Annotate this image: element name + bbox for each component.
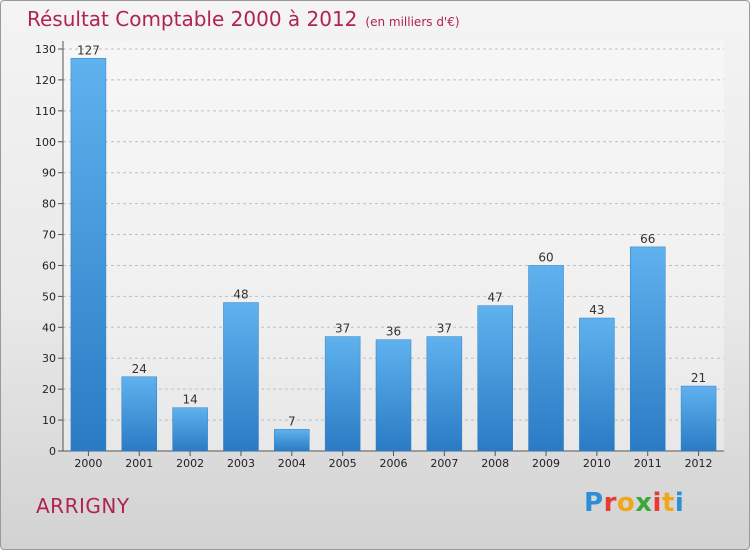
value-label-2003: 48 <box>233 288 248 302</box>
y-tick-label-20: 20 <box>42 383 56 396</box>
bar-2002 <box>172 407 208 452</box>
value-label-2006: 36 <box>386 325 401 339</box>
value-label-2005: 37 <box>335 322 350 336</box>
chart-subtitle: (en milliers d'€) <box>365 15 460 29</box>
value-label-2012: 21 <box>691 371 706 385</box>
x-tick-label-2012: 2012 <box>685 457 713 470</box>
value-label-2000: 127 <box>77 43 100 57</box>
y-tick-label-30: 30 <box>42 352 56 365</box>
logo-letter: i <box>652 488 662 518</box>
value-label-2009: 60 <box>538 250 553 264</box>
bar-2001 <box>121 376 158 452</box>
y-tick-label-40: 40 <box>42 321 56 334</box>
y-tick-label-110: 110 <box>35 105 56 118</box>
value-label-2001: 24 <box>132 362 147 376</box>
bar-2011 <box>629 246 666 452</box>
logo-letter: t <box>661 488 675 518</box>
y-tick-label-0: 0 <box>49 445 56 458</box>
proxiti-logo: Proxiti <box>584 488 684 518</box>
y-tick-label-10: 10 <box>42 414 56 427</box>
y-tick-label-90: 90 <box>42 167 56 180</box>
x-tick-label-2006: 2006 <box>380 457 408 470</box>
x-tick-label-2005: 2005 <box>329 457 357 470</box>
y-tick-label-70: 70 <box>42 229 56 242</box>
y-tick-label-80: 80 <box>42 198 56 211</box>
bar-2004 <box>274 429 310 452</box>
value-label-2007: 37 <box>437 322 452 336</box>
bar-2003 <box>223 302 259 452</box>
town-name: ARRIGNY <box>36 494 130 518</box>
x-tick-label-2004: 2004 <box>278 457 306 470</box>
x-tick-label-2010: 2010 <box>583 457 611 470</box>
bar-2010 <box>579 317 615 452</box>
bar-2012 <box>680 385 717 452</box>
logo-letter: P <box>584 488 604 518</box>
chart-title: Résultat Comptable 2000 à 2012 (en millie… <box>27 7 460 31</box>
x-tick-label-2001: 2001 <box>125 457 153 470</box>
value-label-2002: 14 <box>182 393 197 407</box>
y-tick-label-130: 130 <box>35 43 56 56</box>
value-label-2004: 7 <box>288 414 296 428</box>
bar-2007 <box>426 336 463 452</box>
value-label-2008: 47 <box>488 291 503 305</box>
x-tick-label-2002: 2002 <box>176 457 204 470</box>
x-tick-label-2003: 2003 <box>227 457 255 470</box>
logo-letter: x <box>635 488 653 518</box>
x-tick-label-2007: 2007 <box>430 457 458 470</box>
x-tick-label-2008: 2008 <box>481 457 509 470</box>
y-tick-label-120: 120 <box>35 74 56 87</box>
logo-letter: o <box>616 488 636 518</box>
logo-letter: i <box>674 488 685 518</box>
value-label-2011: 66 <box>640 232 655 246</box>
y-tick-label-100: 100 <box>35 136 56 149</box>
bar-2008 <box>477 305 513 452</box>
bar-2000 <box>70 58 107 452</box>
chart-title-text: Résultat Comptable 2000 à 2012 <box>27 7 358 31</box>
value-label-2010: 43 <box>589 303 604 317</box>
logo-letter: r <box>603 488 617 518</box>
x-tick-label-2011: 2011 <box>634 457 662 470</box>
y-tick-label-50: 50 <box>42 290 56 303</box>
bar-2009 <box>528 265 564 452</box>
bar-2005 <box>324 336 361 452</box>
x-tick-label-2009: 2009 <box>532 457 560 470</box>
y-tick-label-60: 60 <box>42 259 56 272</box>
x-tick-label-2000: 2000 <box>74 457 102 470</box>
bar-2006 <box>375 339 412 452</box>
